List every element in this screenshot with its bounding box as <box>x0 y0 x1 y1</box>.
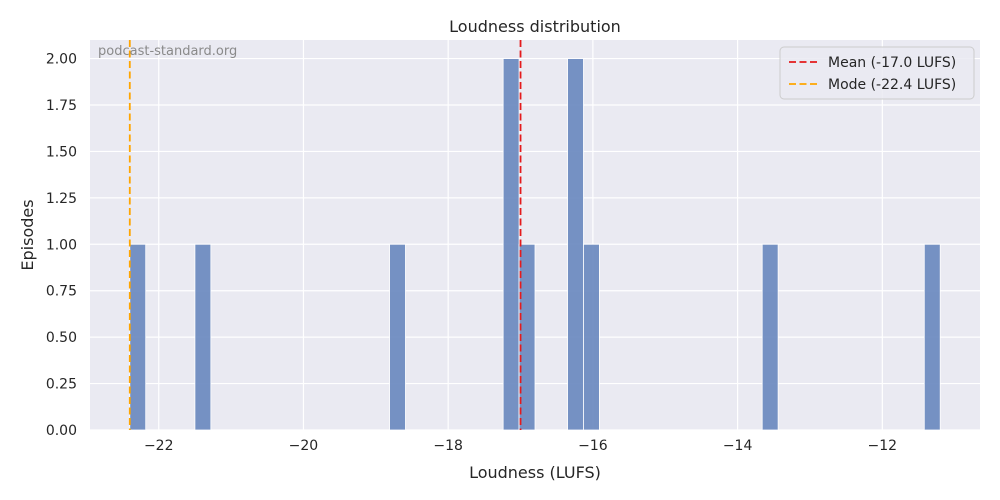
histogram-bars <box>129 58 941 431</box>
reference-lines <box>128 40 522 430</box>
x-tick-label: −12 <box>868 438 898 454</box>
legend: Mean (-17.0 LUFS) Mode (-22.4 LUFS) <box>779 46 975 100</box>
x-axis-label: Loudness (LUFS) <box>469 463 601 482</box>
histogram-bar <box>129 243 147 431</box>
histogram-bar <box>194 243 212 431</box>
histogram-bar <box>567 58 584 431</box>
tick-labels: −22 −20 −18 −16 −14 −12 0.00 0.25 0.50 0.75 1.00 1.… <box>46 52 897 454</box>
y-axis-label: Episodes <box>18 199 37 270</box>
legend-box <box>779 46 975 100</box>
histogram-bar <box>389 243 406 431</box>
y-tick-label: 0.25 <box>46 377 77 393</box>
legend-entry-mean: Mean (-17.0 LUFS) <box>828 55 956 71</box>
histogram-bar <box>923 243 941 431</box>
x-tick-label: −16 <box>578 438 608 454</box>
y-tick-label: 0.00 <box>46 423 77 439</box>
chart-title: Loudness distribution <box>449 17 621 36</box>
y-tick-label: 1.00 <box>46 237 77 253</box>
y-tick-label: 0.75 <box>46 284 77 300</box>
x-tick-label: −14 <box>723 438 753 454</box>
y-tick-label: 1.25 <box>46 191 77 207</box>
x-tick-label: −22 <box>144 438 174 454</box>
x-tick-label: −20 <box>289 438 319 454</box>
legend-entry-mode: Mode (-22.4 LUFS) <box>828 77 956 93</box>
x-tick-label: −18 <box>433 438 463 454</box>
y-tick-label: 1.50 <box>46 144 77 160</box>
watermark-text: podcast-standard.org <box>98 44 237 59</box>
histogram-bar <box>502 58 520 431</box>
histogram-bar <box>518 243 536 431</box>
histogram-bar <box>583 243 600 431</box>
y-tick-label: 1.75 <box>46 98 77 114</box>
y-tick-label: 0.50 <box>46 330 77 346</box>
y-tick-label: 2.00 <box>46 52 77 68</box>
histogram-bar <box>761 243 779 431</box>
